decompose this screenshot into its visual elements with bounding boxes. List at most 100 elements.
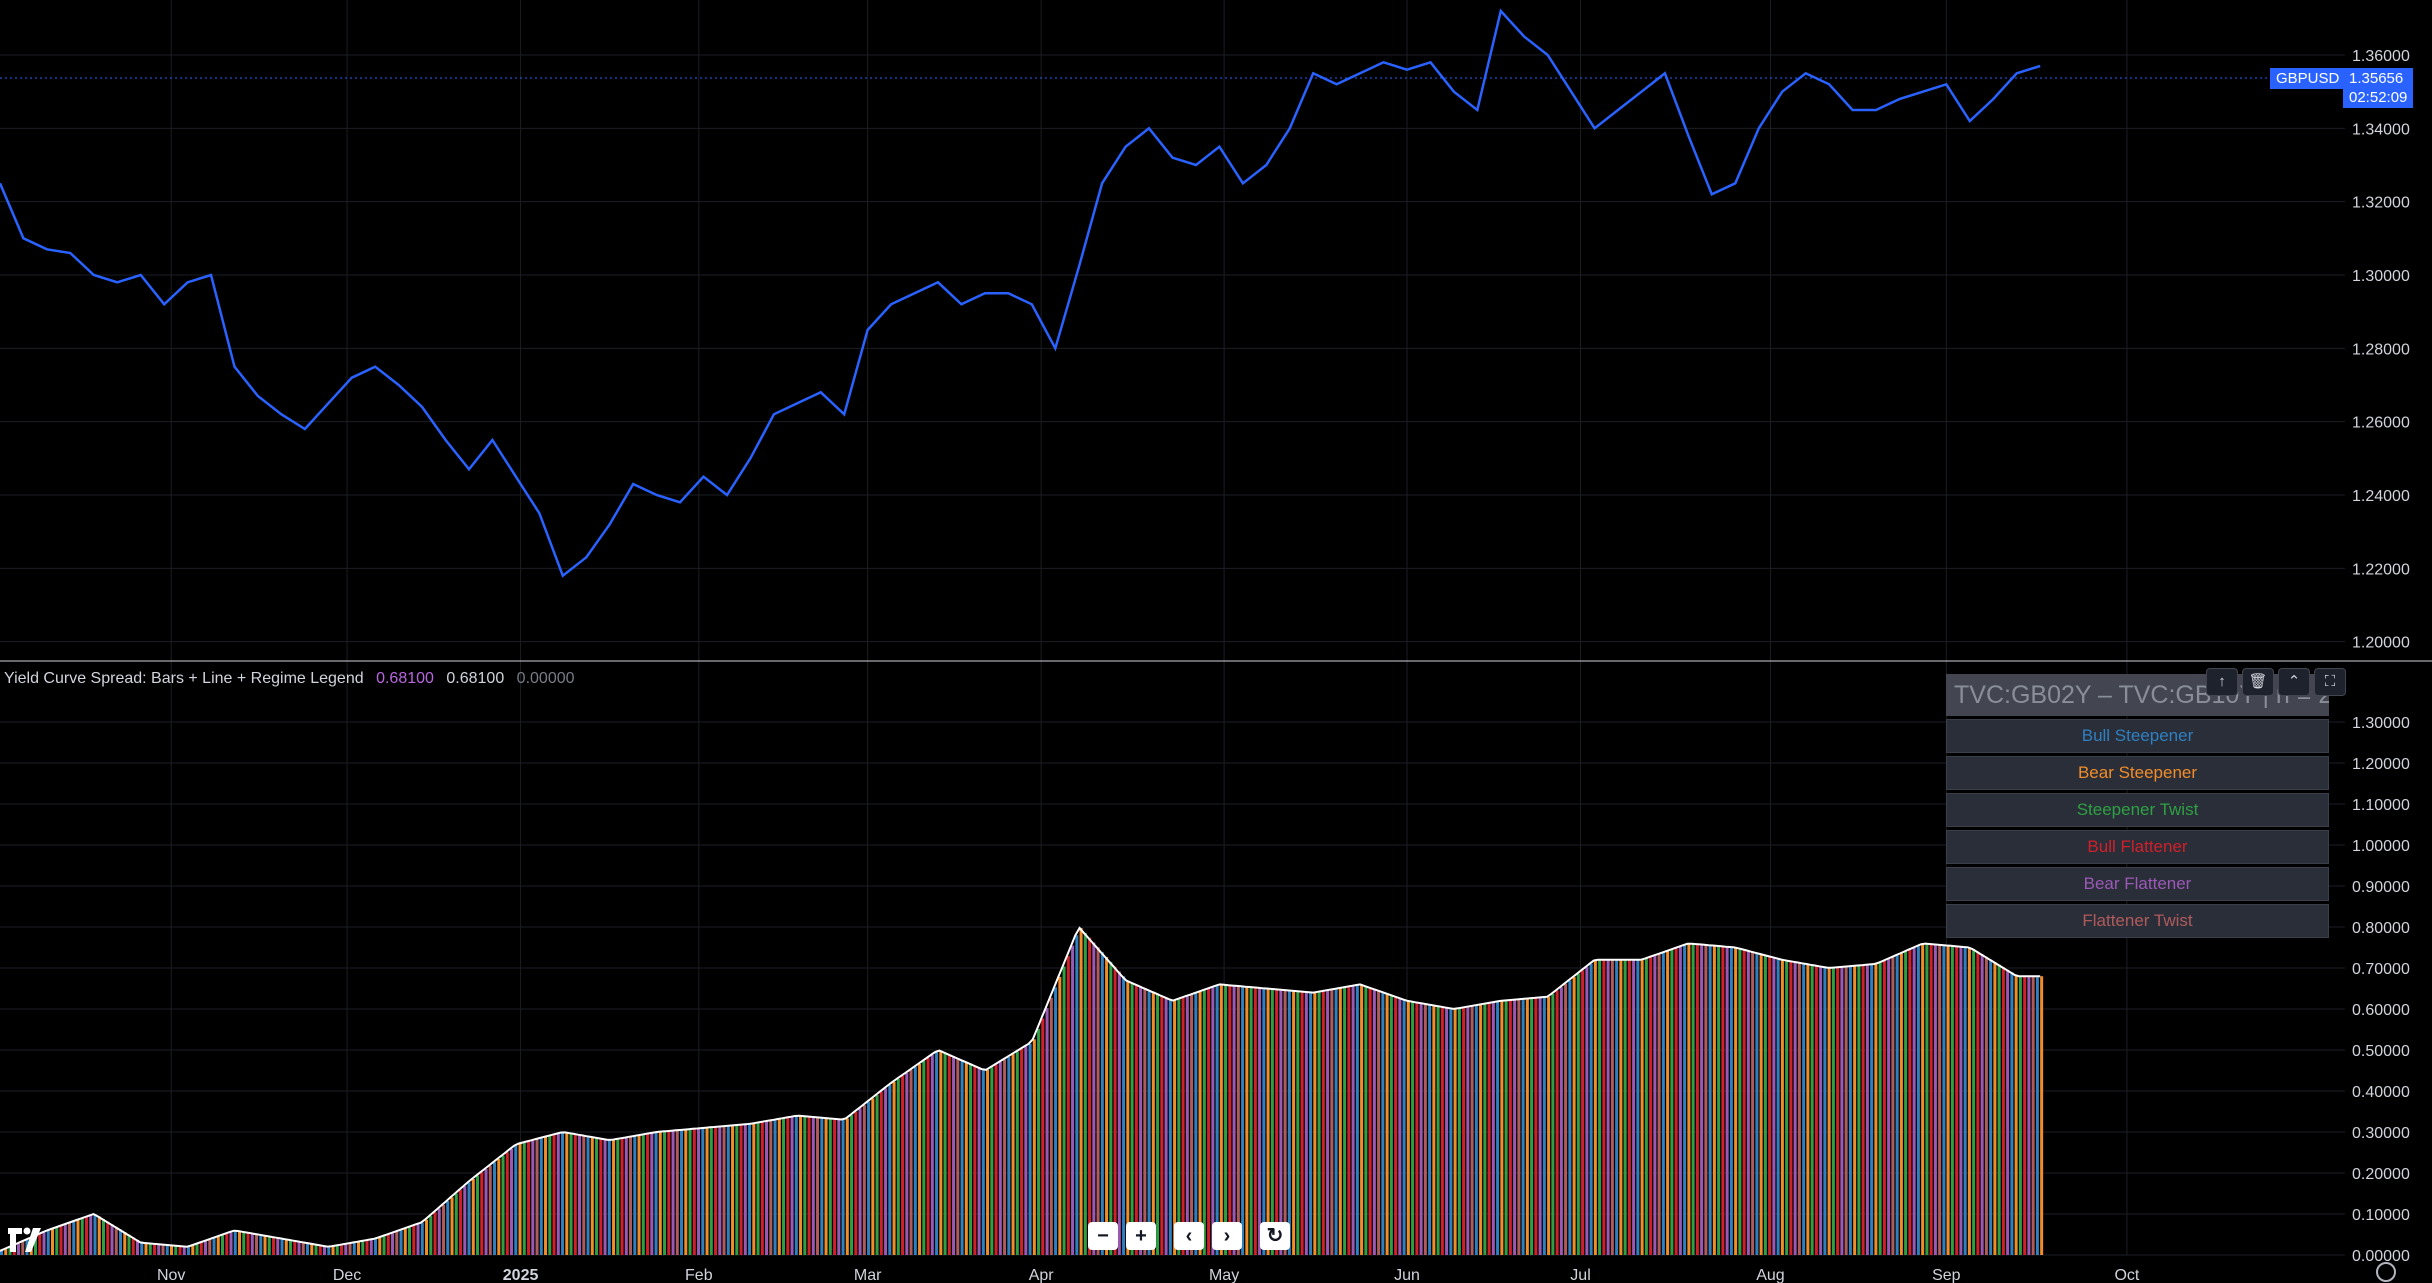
zoom-out-button[interactable]: − xyxy=(1088,1222,1118,1250)
spread-bar xyxy=(1980,954,1984,1255)
spread-bar xyxy=(735,1125,739,1255)
spread-bar xyxy=(1989,959,1993,1255)
spread-bar xyxy=(454,1193,458,1255)
spread-bar xyxy=(1683,945,1687,1255)
tradingview-logo[interactable] xyxy=(6,1222,46,1256)
spread-bar xyxy=(1436,1005,1440,1255)
delete-pane-button[interactable]: 🗑 xyxy=(2242,668,2274,696)
legend-item-bear-steepener: Bear Steepener xyxy=(1946,756,2329,790)
spread-bar xyxy=(1496,1001,1500,1255)
reset-chart-button[interactable]: ↻ xyxy=(1260,1222,1290,1250)
spread-bar xyxy=(820,1117,824,1255)
indicator-axis[interactable]: 1.30000 1.20000 1.10000 1.00000 0.90000 0.800… xyxy=(2352,715,2410,1265)
spread-bar xyxy=(246,1232,250,1255)
spread-bar xyxy=(1589,963,1593,1255)
spread-bar xyxy=(1457,1008,1461,1255)
spread-bar xyxy=(1079,927,1083,1255)
spread-bar xyxy=(1151,991,1155,1255)
spread-bar xyxy=(905,1072,909,1255)
indicator-title-bar[interactable]: Yield Curve Spread: Bars + Line + Regime… xyxy=(4,670,583,688)
spread-bar xyxy=(1207,988,1211,1255)
spread-bar xyxy=(4,1249,8,1255)
spread-bar xyxy=(1823,967,1827,1255)
spread-bar xyxy=(38,1234,42,1255)
spread-bar xyxy=(76,1220,80,1255)
spread-bar xyxy=(1126,980,1130,1255)
spread-bar xyxy=(1185,996,1189,1255)
spread-bar xyxy=(1780,959,1784,1255)
regime-legend: TVC:GB02Y – TVC:GB10Y | n = 20 Bull Stee… xyxy=(1946,674,2329,938)
time-axis[interactable]: Nov Dec 2025 Feb Mar Apr May Jun Jul Aug Sep Oct xyxy=(157,1267,2140,1283)
price-axis[interactable]: 1.36000 1.34000 1.32000 1.30000 1.28000 1.260… xyxy=(2352,48,2410,652)
spread-bar xyxy=(518,1143,522,1255)
spread-bar xyxy=(1632,959,1636,1255)
spread-bar xyxy=(1797,962,1801,1255)
spread-bar xyxy=(1874,964,1878,1255)
spread-bar xyxy=(391,1233,395,1255)
spread-bar xyxy=(323,1245,327,1255)
spread-bar xyxy=(1619,959,1623,1255)
spread-bar xyxy=(986,1069,990,1255)
spread-bar xyxy=(1058,976,1062,1255)
spread-bar xyxy=(1440,1006,1444,1255)
spread-bar xyxy=(382,1236,386,1255)
spread-bar xyxy=(956,1058,960,1255)
spread-bar xyxy=(1296,991,1300,1255)
indicator-tick-label: 0.70000 xyxy=(2352,961,2410,978)
spread-bar xyxy=(748,1124,752,1255)
spread-bar xyxy=(1857,965,1861,1255)
collapse-pane-button[interactable]: ⌃ xyxy=(2278,668,2310,696)
spread-bar xyxy=(386,1234,390,1255)
spread-bar xyxy=(250,1233,254,1255)
spread-bar xyxy=(425,1219,429,1255)
last-price-label: 1.35656 02:52:09 xyxy=(2343,68,2414,108)
spread-bar xyxy=(1513,999,1517,1255)
spread-bar xyxy=(1338,988,1342,1255)
spread-bar xyxy=(1279,989,1283,1255)
spread-bar xyxy=(790,1116,794,1255)
spread-bar xyxy=(301,1242,305,1255)
spread-bar xyxy=(552,1134,556,1255)
spread-bar xyxy=(837,1119,841,1255)
spread-bar xyxy=(756,1122,760,1255)
spread-bar xyxy=(459,1189,463,1255)
spread-bar xyxy=(242,1231,246,1255)
scroll-right-button[interactable]: › xyxy=(1212,1222,1242,1250)
spread-bar xyxy=(726,1125,730,1255)
spread-bar xyxy=(1453,1008,1457,1255)
spread-bar xyxy=(1763,954,1767,1255)
spread-bar xyxy=(1742,949,1746,1255)
spread-bar xyxy=(0,1250,3,1255)
spread-bar xyxy=(1479,1004,1483,1255)
spread-bar xyxy=(1139,986,1143,1255)
zoom-in-button[interactable]: + xyxy=(1126,1222,1156,1250)
spread-bar xyxy=(909,1069,913,1255)
indicator-tick-label: 1.20000 xyxy=(2352,756,2410,773)
settings-gear-icon[interactable] xyxy=(2376,1262,2396,1282)
spread-bar xyxy=(1916,946,1920,1255)
spread-bar xyxy=(2014,974,2018,1255)
spread-bar xyxy=(1504,1000,1508,1255)
spread-bar xyxy=(1870,964,1874,1255)
spread-bar xyxy=(1428,1004,1432,1255)
spread-bar xyxy=(612,1139,616,1255)
indicator-title[interactable]: Yield Curve Spread: Bars + Line + Regime… xyxy=(4,670,364,687)
move-pane-up-button[interactable]: ↑ xyxy=(2206,668,2238,696)
spread-bar xyxy=(845,1118,849,1255)
time-tick-label: Dec xyxy=(333,1267,361,1283)
spread-bar xyxy=(238,1231,242,1255)
spread-bar xyxy=(21,1241,25,1255)
maximize-pane-button[interactable]: ⛶ xyxy=(2314,668,2346,696)
spread-bar xyxy=(1249,987,1253,1255)
spread-bar xyxy=(739,1124,743,1255)
spread-bar xyxy=(952,1056,956,1255)
scroll-left-button[interactable]: ‹ xyxy=(1174,1222,1204,1250)
spread-bar xyxy=(1368,987,1372,1255)
spread-bar xyxy=(34,1236,38,1255)
spread-bar xyxy=(629,1136,633,1255)
spread-bar xyxy=(1751,951,1755,1255)
spread-bar xyxy=(284,1239,288,1255)
spread-bar xyxy=(1755,952,1759,1255)
spread-bar xyxy=(1564,983,1568,1255)
